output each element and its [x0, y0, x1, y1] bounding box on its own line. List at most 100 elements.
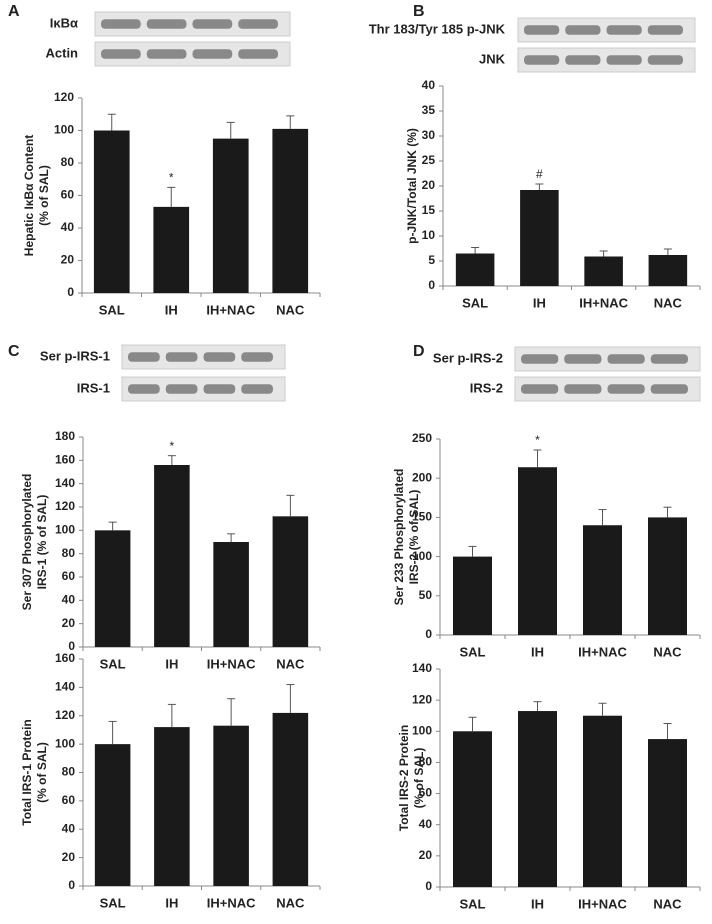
panel-letter: D — [413, 343, 425, 360]
x-tick-label: SAL — [462, 295, 488, 310]
blot-band — [647, 55, 683, 65]
blot-band — [241, 384, 273, 394]
y-tick-label: 80 — [62, 765, 76, 779]
y-axis-label: Hepatic IκBα Content — [22, 135, 36, 256]
blot-band — [192, 49, 233, 59]
y-tick-label: 25 — [422, 153, 436, 167]
blot-band — [146, 49, 187, 59]
blot-band — [128, 384, 160, 394]
panel-letter: A — [8, 3, 20, 20]
bar — [453, 731, 492, 887]
x-tick-label: NAC — [653, 896, 682, 911]
blot-band — [521, 354, 559, 364]
y-tick-label: 20 — [422, 178, 436, 192]
y-tick-label: 40 — [61, 220, 75, 234]
y-tick-label: 40 — [422, 78, 436, 92]
blot-band — [521, 384, 559, 394]
bar — [272, 712, 309, 886]
blot-label: JNK — [479, 51, 506, 66]
x-tick-label: NAC — [276, 895, 305, 910]
y-tick-label: 180 — [55, 429, 75, 443]
blot-band — [192, 19, 233, 29]
significance-mark: * — [535, 433, 540, 447]
y-tick-label: 80 — [61, 155, 75, 169]
blot-band — [203, 384, 236, 394]
x-tick-label: IH — [533, 295, 546, 310]
blot-label: IκBα — [50, 15, 78, 30]
x-tick-label: NAC — [276, 656, 305, 671]
y-tick-label: 20 — [61, 253, 75, 267]
blot-band — [203, 352, 236, 362]
bar — [272, 516, 309, 647]
bar — [583, 715, 622, 887]
y-axis-label: Ser 233 Phosphorylated — [392, 469, 406, 606]
y-tick-label: 140 — [412, 661, 432, 675]
blot-band — [524, 25, 560, 35]
bar — [154, 465, 190, 647]
y-tick-label: 60 — [62, 793, 76, 807]
bar — [583, 525, 622, 635]
y-axis-label: Total IRS-1 Protein — [20, 719, 34, 825]
blot-band — [146, 19, 187, 29]
y-tick-label: 40 — [419, 817, 433, 831]
y-axis-label: (% of SAL) — [412, 748, 426, 809]
y-tick-label: 30 — [422, 128, 436, 142]
panel-letter: C — [8, 343, 20, 360]
bar — [94, 744, 131, 886]
y-tick-label: 120 — [55, 499, 75, 513]
y-tick-label: 160 — [55, 651, 75, 665]
x-tick-label: SAL — [460, 644, 486, 659]
blot-band — [606, 55, 642, 65]
blot-band — [165, 352, 198, 362]
y-axis-label: p-JNK/Total JNK (%) — [405, 128, 419, 244]
x-tick-label: SAL — [460, 896, 486, 911]
blot-band — [565, 55, 601, 65]
y-tick-label: 150 — [412, 510, 432, 524]
y-tick-label: 0 — [425, 627, 432, 641]
panel-letter: B — [413, 3, 425, 20]
bar — [520, 190, 559, 286]
y-tick-label: 120 — [55, 708, 75, 722]
y-tick-label: 40 — [62, 821, 76, 835]
blot-band — [101, 19, 141, 29]
blot-band — [238, 49, 278, 59]
blot-band — [650, 384, 688, 394]
x-tick-label: IH — [531, 644, 544, 659]
bar — [94, 530, 131, 647]
x-tick-label: NAC — [276, 302, 305, 317]
blot-band — [607, 354, 645, 364]
x-tick-label: NAC — [654, 295, 683, 310]
blot-band — [524, 55, 560, 65]
y-tick-label: 50 — [419, 588, 433, 602]
x-tick-label: IH+NAC — [207, 656, 256, 671]
y-tick-label: 140 — [55, 476, 75, 490]
y-axis-label: (% of SAL) — [35, 742, 49, 803]
significance-mark: # — [536, 167, 543, 181]
blot-label: Actin — [46, 45, 79, 60]
y-tick-label: 100 — [55, 523, 75, 537]
x-tick-label: IH+NAC — [578, 896, 627, 911]
y-tick-label: 0 — [428, 278, 435, 292]
y-axis-label: IRS-2 (% of SAL) — [407, 490, 421, 585]
x-tick-label: IH+NAC — [206, 302, 255, 317]
blot-band — [165, 384, 198, 394]
x-tick-label: IH — [165, 302, 178, 317]
bar — [648, 255, 688, 286]
y-tick-label: 200 — [412, 470, 432, 484]
bar — [453, 556, 492, 635]
y-axis-label: IRS-1 (% of SAL) — [35, 495, 49, 590]
y-tick-label: 0 — [425, 879, 432, 893]
x-tick-label: IH — [165, 656, 178, 671]
y-tick-label: 100 — [54, 123, 74, 137]
blot-band — [650, 354, 688, 364]
y-tick-label: 20 — [62, 616, 76, 630]
y-tick-label: 60 — [61, 188, 75, 202]
blot-label: IRS-2 — [470, 380, 503, 395]
blot-band — [564, 354, 602, 364]
blot-band — [565, 25, 601, 35]
blot-band — [607, 384, 645, 394]
x-tick-label: SAL — [100, 656, 126, 671]
blot-band — [606, 25, 642, 35]
y-tick-label: 100 — [55, 736, 75, 750]
